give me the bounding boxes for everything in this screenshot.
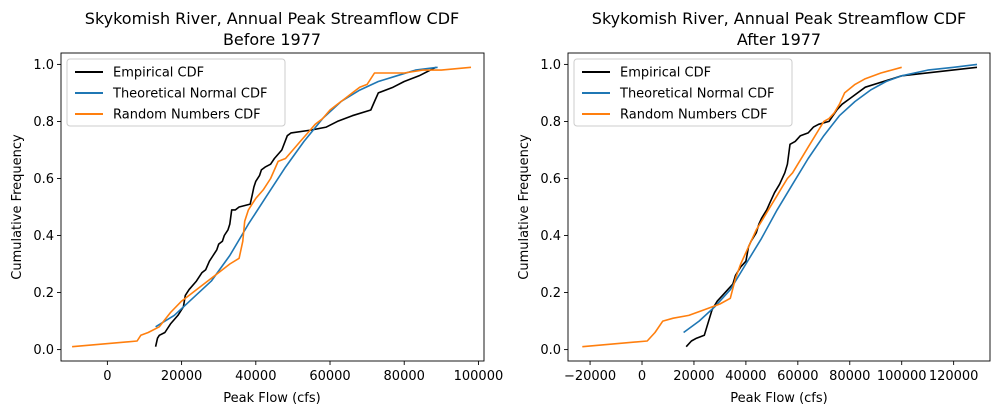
y-tick-label: 0.6 bbox=[540, 172, 561, 187]
legend-box bbox=[573, 58, 793, 127]
legend: Empirical CDF Theoretical Normal CDF Rando… bbox=[573, 58, 793, 127]
legend-label: Theoretical Normal CDF bbox=[619, 87, 775, 102]
x-tick-label: 0 bbox=[638, 369, 646, 384]
legend-label: Empirical CDF bbox=[113, 66, 204, 81]
x-tick-label: 40000 bbox=[725, 369, 766, 384]
x-tick-label: 100000 bbox=[454, 369, 504, 384]
legend-label: Empirical CDF bbox=[620, 66, 711, 81]
x-axis-label: Peak Flow (cfs) bbox=[223, 391, 320, 406]
y-axis-label: Cumulative Frequency bbox=[10, 134, 25, 280]
y-tick-label: 0.8 bbox=[33, 115, 54, 130]
legend-label: Random Numbers CDF bbox=[620, 108, 768, 123]
x-tick-label: 0 bbox=[103, 369, 111, 384]
chart-before-1977: Skykomish River, Annual Peak Streamflow … bbox=[10, 9, 503, 406]
chart-title: Skykomish River, Annual Peak Streamflow … bbox=[592, 9, 966, 28]
chart-title: Skykomish River, Annual Peak Streamflow … bbox=[85, 9, 459, 28]
y-tick-label: 0.0 bbox=[33, 343, 54, 358]
y-tick-label: 0.4 bbox=[540, 229, 561, 244]
y-axis-label: Cumulative Frequency bbox=[517, 134, 532, 280]
plot-frame bbox=[567, 52, 991, 362]
x-tick-label: 120000 bbox=[929, 369, 979, 384]
legend: Empirical CDF Theoretical Normal CDF Rando… bbox=[66, 58, 286, 127]
chart-subtitle: Before 1977 bbox=[223, 30, 321, 49]
legend-label: Theoretical Normal CDF bbox=[112, 87, 268, 102]
series-line-random-numbers-cdf bbox=[72, 66, 472, 348]
chart-subtitle: After 1977 bbox=[737, 30, 821, 49]
y-tick-label: 1.0 bbox=[540, 58, 561, 73]
y-tick-label: 0.8 bbox=[540, 115, 561, 130]
x-tick-label: 60000 bbox=[309, 369, 350, 384]
series-layer bbox=[582, 63, 978, 348]
series-layer bbox=[72, 66, 472, 348]
x-axis-label: Peak Flow (cfs) bbox=[730, 391, 827, 406]
y-tick-label: 0.2 bbox=[33, 286, 54, 301]
legend-box bbox=[66, 58, 286, 127]
series-line-empirical-cdf bbox=[685, 66, 978, 348]
x-tick-label: 20000 bbox=[161, 369, 202, 384]
x-tick-label: 60000 bbox=[777, 369, 818, 384]
y-tick-label: 0.2 bbox=[540, 286, 561, 301]
series-line-theoretical-normal-cdf bbox=[155, 66, 438, 328]
y-tick-label: 0.6 bbox=[33, 172, 54, 187]
series-line-theoretical-normal-cdf bbox=[683, 63, 978, 334]
x-tick-label: 100000 bbox=[877, 369, 927, 384]
series-line-random-numbers-cdf bbox=[582, 66, 902, 348]
chart-after-1977: Skykomish River, Annual Peak Streamflow … bbox=[517, 9, 991, 406]
y-tick-label: 0.0 bbox=[540, 343, 561, 358]
y-tick-label: 0.4 bbox=[33, 229, 54, 244]
x-tick-label: −20000 bbox=[564, 369, 616, 384]
x-tick-label: 80000 bbox=[384, 369, 425, 384]
plot-frame bbox=[60, 52, 485, 362]
x-tick-label: 40000 bbox=[235, 369, 276, 384]
legend-label: Random Numbers CDF bbox=[113, 108, 261, 123]
series-line-empirical-cdf bbox=[154, 66, 437, 347]
x-tick-label: 80000 bbox=[829, 369, 870, 384]
y-tick-label: 1.0 bbox=[33, 58, 54, 73]
x-tick-label: 20000 bbox=[673, 369, 714, 384]
